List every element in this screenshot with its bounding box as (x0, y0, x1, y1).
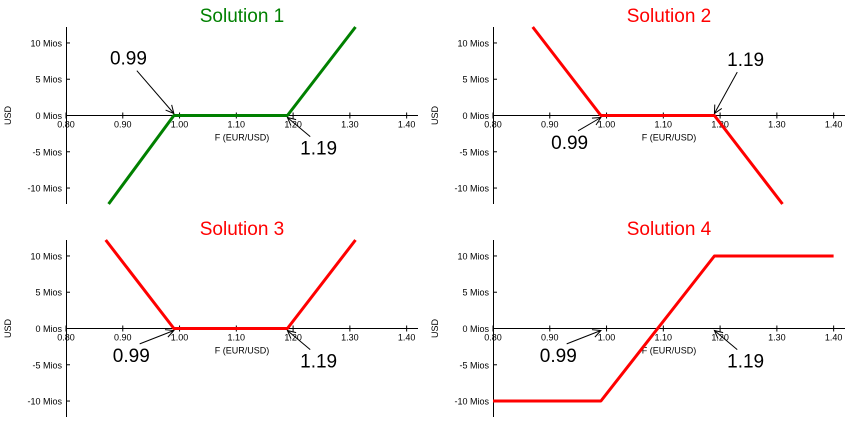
chart-3-y-tick-label: 5 Mios (35, 288, 62, 298)
chart-2-y-tick-label: 10 Mios (457, 38, 489, 48)
chart-2-x-tick-label: 1.00 (598, 120, 616, 130)
chart-3-y-axis-label: USD (3, 319, 13, 339)
chart-1-title: Solution 1 (200, 6, 285, 27)
chart-4-title: Solution 4 (627, 219, 712, 240)
chart-4-annotation-arrow (714, 331, 738, 351)
chart-3-x-tick-label: 1.10 (228, 333, 246, 343)
chart-3-y-tick-label: 10 Mios (30, 251, 62, 261)
chart-1-y-tick-label: 5 Mios (35, 75, 62, 85)
chart-2-annotation-label: 1.19 (727, 50, 764, 71)
chart-4-x-axis-label: F (EUR/USD) (642, 346, 697, 356)
chart-4-payoff-line (493, 254, 834, 403)
chart-4-y-tick-label: 0 Mios (462, 324, 489, 334)
chart-4-x-tick-label: 1.00 (598, 333, 616, 343)
chart-2-x-tick-label: 1.30 (768, 120, 786, 130)
chart-1-x-tick-label: 0.90 (114, 120, 132, 130)
chart-4-y-tick-label: 10 Mios (457, 251, 489, 261)
chart-4-annotation-label: 1.19 (727, 352, 764, 373)
chart-3-x-tick-label: 0.90 (114, 333, 132, 343)
chart-1-x-tick-label: 1.10 (228, 120, 246, 130)
chart-1-y-tick-label: 0 Mios (35, 111, 62, 121)
chart-2-y-tick-label: 5 Mios (462, 75, 489, 85)
chart-4-y-axis-label: USD (430, 319, 440, 339)
chart-2-annotation-arrow (714, 71, 738, 113)
chart-4-y-tick-label: 5 Mios (462, 288, 489, 298)
chart-4-annotation-label: 0.99 (540, 346, 577, 367)
chart-3-annotation-label: 1.19 (300, 352, 337, 373)
chart-3-annotation-label: 0.99 (113, 346, 150, 367)
chart-3-x-tick-label: 1.00 (171, 333, 189, 343)
chart-2-panel: Solution 2 10 Mios 5 Mios 0 Mios -5 Mios -10 … (430, 6, 845, 205)
chart-3-y-tick-label: 0 Mios (35, 324, 62, 334)
chart-4-x-tick-label: 0.90 (541, 333, 559, 343)
chart-1-y-axis-label: USD (3, 106, 13, 126)
chart-3-payoff-line (104, 239, 357, 330)
chart-1-annotation-arrow (136, 70, 174, 114)
chart-1-x-tick-label: 1.30 (341, 120, 359, 130)
chart-3-y-tick-label: -5 Mios (32, 360, 62, 370)
chart-3-x-axis-label: F (EUR/USD) (215, 346, 270, 356)
chart-2-y-axis-label: USD (430, 106, 440, 126)
chart-1-panel: Solution 1 10 Mios 5 Mios 0 Mios -5 Mios -10 … (3, 6, 418, 205)
chart-2-y-tick-label: -5 Mios (459, 147, 489, 157)
chart-2-annotation-label: 0.99 (551, 133, 588, 154)
chart-1-annotation-arrow (287, 118, 311, 138)
chart-4-x-tick-label: 1.10 (655, 333, 673, 343)
chart-2-y-tick-label: 0 Mios (462, 111, 489, 121)
chart-3-y-tick-label: -10 Mios (27, 397, 62, 407)
chart-4-y-tick-label: -10 Mios (454, 397, 489, 407)
chart-2-payoff-line (531, 26, 784, 205)
chart-3-x-tick-label: 1.30 (341, 333, 359, 343)
chart-1-x-tick-label: 1.40 (398, 120, 416, 130)
chart-2-x-tick-label: 1.10 (655, 120, 673, 130)
chart-1-payoff-line (107, 26, 357, 205)
chart-1-x-axis-label: F (EUR/USD) (215, 133, 270, 143)
chart-1-x-tick-label: 1.00 (171, 120, 189, 130)
chart-1-y-tick-label: 10 Mios (30, 38, 62, 48)
chart-2-x-axis-label: F (EUR/USD) (642, 133, 697, 143)
chart-2-annotation-arrow (577, 118, 601, 132)
chart-3-x-tick-label: 0.80 (57, 333, 75, 343)
chart-2-x-tick-label: 1.40 (825, 120, 843, 130)
chart-4-y-tick-label: -5 Mios (459, 360, 489, 370)
chart-2-y-tick-label: -10 Mios (454, 184, 489, 194)
chart-1-y-tick-label: -5 Mios (32, 147, 62, 157)
chart-2-title: Solution 2 (627, 6, 712, 27)
chart-4-x-tick-label: 1.40 (825, 333, 843, 343)
chart-1-x-tick-label: 0.80 (57, 120, 75, 130)
chart-1-y-tick-label: -10 Mios (27, 184, 62, 194)
chart-2-x-tick-label: 0.80 (484, 120, 502, 130)
chart-2-x-tick-label: 0.90 (541, 120, 559, 130)
chart-3-title: Solution 3 (200, 219, 285, 240)
chart-3-panel: Solution 3 10 Mios 5 Mios 0 Mios -5 Mios -10 … (3, 219, 418, 417)
chart-4-x-tick-label: 0.80 (484, 333, 502, 343)
chart-4-panel: Solution 4 10 Mios 5 Mios 0 Mios -5 Mios -10 … (430, 219, 845, 417)
chart-3-annotation-arrow (287, 331, 311, 351)
chart-3-annotation-arrow (139, 331, 174, 345)
chart-4-annotation-arrow (566, 331, 601, 345)
chart-4-x-tick-label: 1.30 (768, 333, 786, 343)
chart-1-annotation-label: 1.19 (300, 139, 337, 160)
chart-3-x-tick-label: 1.40 (398, 333, 416, 343)
chart-1-annotation-label: 0.99 (110, 49, 147, 70)
